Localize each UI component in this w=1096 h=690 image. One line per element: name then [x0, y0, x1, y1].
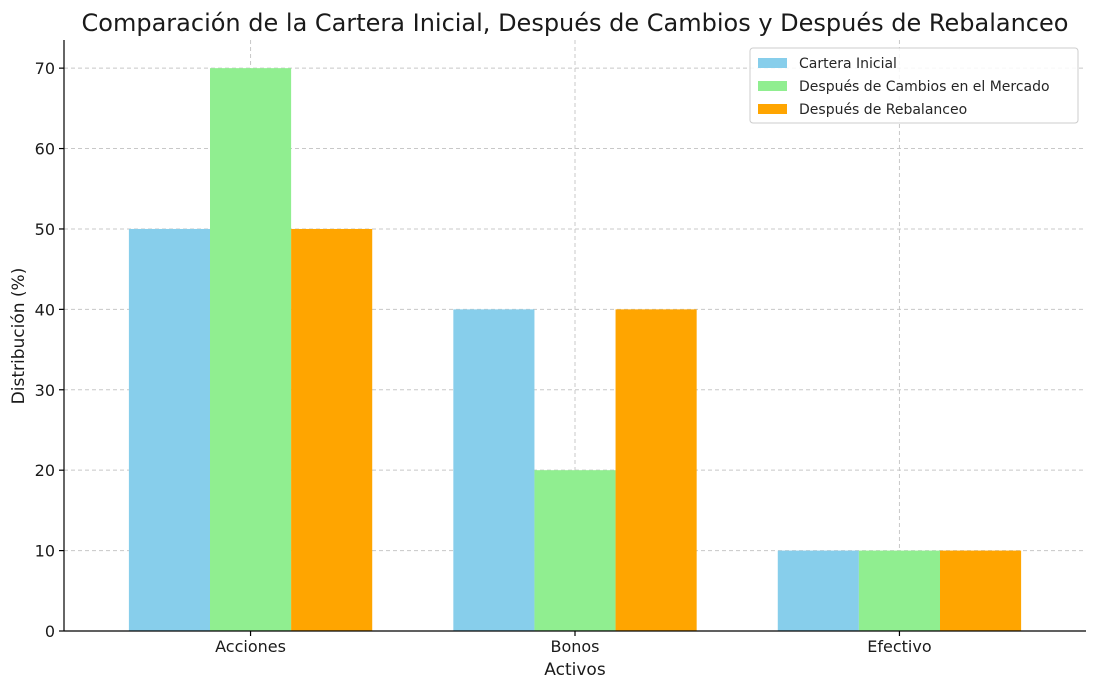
y-tick-label: 0: [45, 622, 55, 641]
y-tick-label: 50: [35, 220, 55, 239]
y-tick-label: 60: [35, 140, 55, 159]
y-tick-label: 40: [35, 300, 55, 319]
y-axis-label: Distribución (%): [9, 268, 29, 405]
bar-efectivo-series-2: [858, 550, 940, 631]
bar-bonos-series-3: [615, 309, 697, 631]
bar-efectivo-series-1: [777, 550, 859, 631]
y-tick-label: 30: [35, 381, 55, 400]
x-axis-label: Activos: [544, 660, 606, 680]
legend-label: Después de Rebalanceo: [799, 102, 967, 118]
bar-acciones-series-2: [210, 68, 292, 631]
bar-acciones-series-1: [128, 228, 210, 632]
legend-label: Después de Cambios en el Mercado: [799, 79, 1050, 95]
x-axis-ticks: Acciones Bonos Efectivo: [215, 631, 932, 656]
bar-efectivo-series-3: [940, 550, 1022, 631]
bar-acciones-series-3: [291, 228, 373, 632]
y-tick-label: 20: [35, 461, 55, 480]
legend-label: Cartera Inicial: [799, 56, 897, 72]
legend-swatch: [758, 81, 787, 91]
legend-box: [749, 47, 1079, 124]
y-tick-label: 70: [35, 59, 55, 78]
chart-title: Comparación de la Cartera Inicial, Despu…: [82, 9, 1069, 37]
x-tick-label: Efectivo: [867, 637, 931, 656]
legend-swatch: [758, 58, 787, 68]
x-tick-label: Bonos: [550, 637, 599, 656]
y-tick-label: 10: [35, 542, 55, 561]
bar-bonos-series-2: [534, 470, 616, 631]
legend: Cartera Inicial Después de Cambios en el …: [749, 47, 1079, 124]
y-axis-ticks: 0 10 20 30 40 50 60 70: [35, 59, 64, 641]
legend-swatch: [758, 104, 787, 114]
bar-bonos-series-1: [453, 309, 535, 631]
x-tick-label: Acciones: [215, 637, 286, 656]
bars: [128, 68, 1022, 632]
